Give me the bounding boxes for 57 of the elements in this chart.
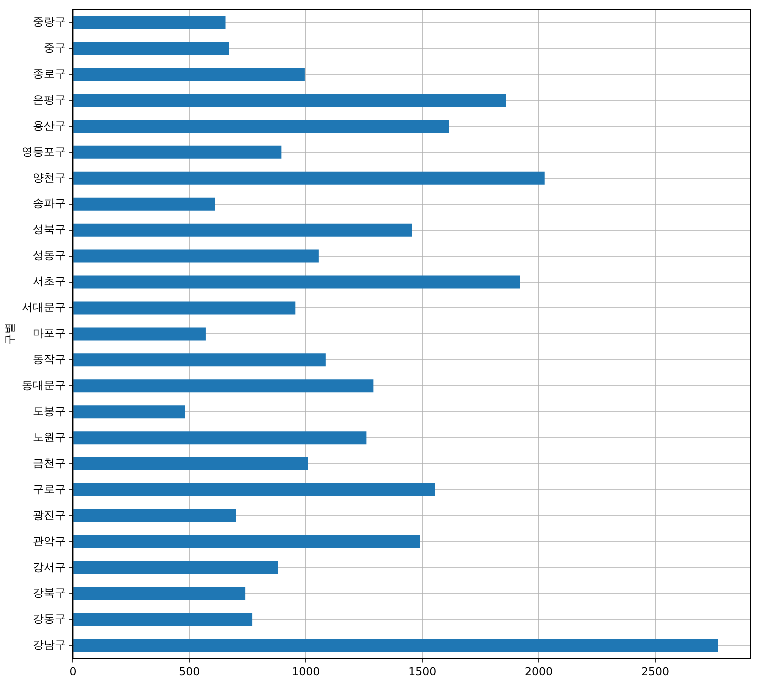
bar <box>74 432 367 445</box>
y-axis-title: 구별 <box>3 323 16 346</box>
bar <box>74 94 506 107</box>
y-tick-label: 강동구 <box>33 612 66 626</box>
y-tick-label: 성동구 <box>33 249 66 262</box>
bar <box>74 458 308 471</box>
x-tick-label: 0 <box>70 665 77 678</box>
y-tick-label: 중구 <box>44 41 66 54</box>
bar <box>74 354 326 367</box>
bar <box>74 120 450 133</box>
bar <box>74 250 319 263</box>
bar <box>74 198 216 211</box>
x-tick-label: 1000 <box>292 665 320 678</box>
y-tick-label: 동대문구 <box>22 378 66 392</box>
y-tick-label: 중랑구 <box>33 15 66 28</box>
y-tick-label: 구로구 <box>33 482 66 496</box>
x-tick-label: 500 <box>179 665 200 678</box>
y-tick-label: 동작구 <box>33 353 66 366</box>
bar <box>74 146 282 159</box>
bar <box>74 224 412 237</box>
y-tick-label: 강북구 <box>33 586 66 600</box>
bar <box>74 42 230 56</box>
y-tick-label: 마포구 <box>33 327 66 340</box>
y-tick-label: 은평구 <box>33 93 66 106</box>
bar <box>74 16 226 30</box>
bar <box>74 639 718 652</box>
y-tick-label: 서대문구 <box>22 301 66 314</box>
bar <box>74 613 253 626</box>
x-tick-label: 1500 <box>408 665 437 678</box>
y-tick-label: 노원구 <box>33 430 66 444</box>
bar <box>74 276 520 289</box>
y-tick-label: 강서구 <box>33 560 66 574</box>
y-tick-label: 서초구 <box>33 275 66 288</box>
bar <box>74 380 374 393</box>
y-tick-label: 광진구 <box>33 508 66 522</box>
x-tick-label: 2000 <box>525 665 554 678</box>
bar <box>74 302 296 315</box>
bar <box>74 587 246 600</box>
y-tick-label: 강남구 <box>33 638 66 652</box>
bar <box>74 484 436 496</box>
y-tick-label: 송파구 <box>33 197 66 210</box>
y-tick-label: 양천구 <box>33 171 66 184</box>
bar <box>74 406 185 419</box>
bar <box>74 535 420 548</box>
x-tick-label: 2500 <box>642 665 670 678</box>
y-tick-label: 영등포구 <box>22 145 66 158</box>
bar <box>74 509 236 522</box>
y-tick-label: 용산구 <box>33 119 66 132</box>
bar <box>74 172 545 185</box>
y-tick-label: 금천구 <box>33 456 66 470</box>
bar <box>74 68 305 82</box>
y-tick-label: 종로구 <box>33 67 66 80</box>
bar <box>74 561 278 574</box>
y-tick-label: 성북구 <box>33 223 66 236</box>
bar <box>74 328 206 341</box>
y-tick-label: 관악구 <box>33 534 66 548</box>
y-tick-label: 도봉구 <box>33 404 66 418</box>
